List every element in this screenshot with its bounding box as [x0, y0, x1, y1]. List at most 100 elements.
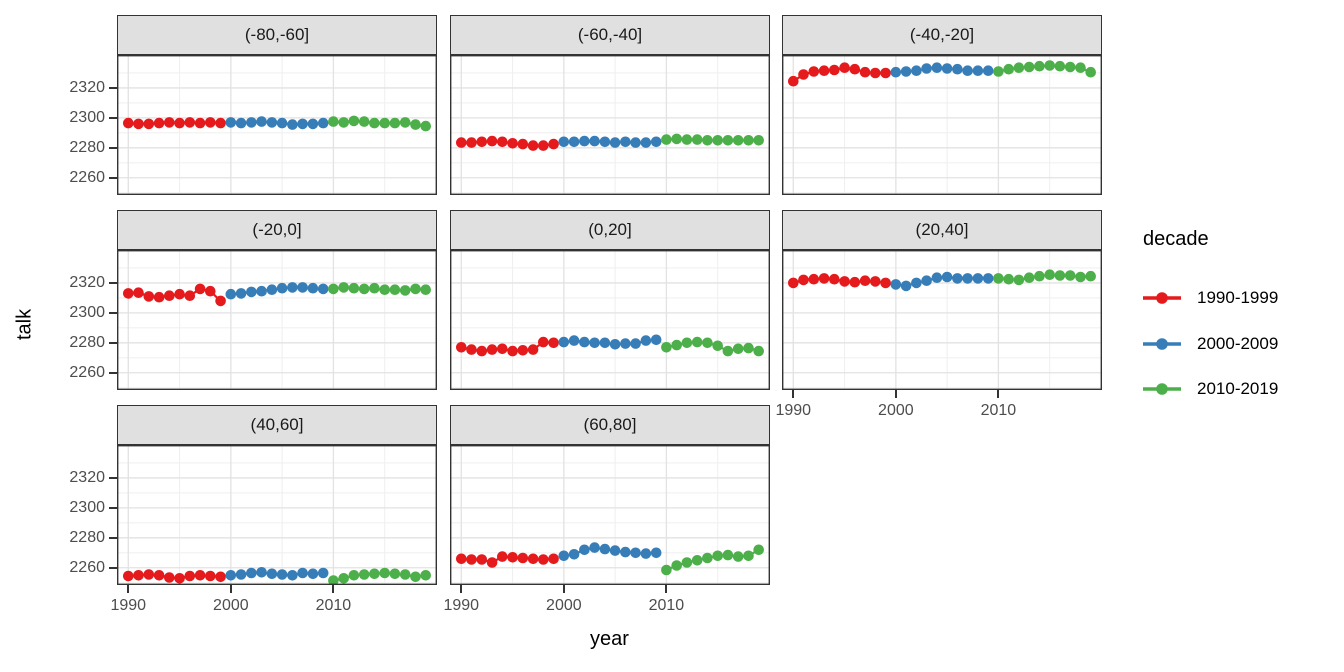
data-point: [972, 273, 984, 284]
facet-panel: [450, 55, 770, 195]
data-point: [671, 560, 682, 571]
data-point: [681, 134, 693, 145]
data-point: [266, 568, 278, 580]
legend: decade 1990-1999 2000-2009 2010-2019: [1143, 228, 1338, 398]
y-tick-label: 2260: [69, 168, 105, 186]
data-point: [1003, 63, 1014, 75]
data-point: [184, 290, 196, 301]
data-point: [358, 116, 370, 127]
x-tick-label: 1990: [775, 402, 812, 419]
data-point: [650, 136, 662, 148]
y-tick-mark: [109, 86, 117, 89]
data-point: [931, 272, 943, 283]
series-1990-1999: [123, 283, 226, 307]
legend-title: decade: [1143, 228, 1209, 250]
data-point: [389, 568, 401, 580]
data-point: [287, 119, 298, 130]
y-tick-mark: [109, 476, 117, 479]
data-point: [548, 138, 559, 150]
y-tick-label: 2280: [69, 138, 105, 156]
legend-key-line-dot-icon: [1143, 292, 1181, 304]
data-point: [379, 567, 391, 579]
x-tick-label: 2010: [315, 597, 352, 614]
data-point: [579, 544, 590, 556]
data-point: [379, 117, 391, 129]
y-tick-mark: [109, 311, 117, 314]
data-point: [123, 117, 134, 129]
x-tick-label: 2010: [980, 402, 1017, 419]
x-tick-mark: [562, 585, 565, 593]
data-point: [661, 564, 672, 576]
data-point: [921, 275, 932, 286]
data-point: [558, 336, 570, 348]
data-point: [829, 64, 840, 76]
data-point: [579, 336, 590, 348]
data-point: [900, 280, 912, 292]
data-point: [722, 345, 734, 357]
data-point: [599, 337, 611, 349]
data-point: [358, 283, 370, 295]
data-point: [410, 571, 421, 583]
y-tick-mark: [109, 371, 117, 374]
facet-strip: (-60,-40]: [450, 15, 770, 55]
facet-panel: [782, 250, 1102, 390]
data-point: [640, 548, 652, 559]
data-point: [276, 282, 288, 294]
data-point: [788, 277, 799, 289]
facet-strip-label: (-80,-60]: [244, 25, 310, 44]
data-point: [609, 339, 621, 350]
data-point: [941, 63, 953, 74]
data-point: [548, 337, 559, 349]
data-point: [1064, 61, 1076, 73]
data-point: [859, 66, 871, 78]
gridlines: [782, 55, 1102, 195]
series-2010-2019: [993, 269, 1096, 286]
data-point: [732, 343, 744, 355]
data-point: [1034, 60, 1045, 72]
data-point: [743, 342, 754, 354]
data-point: [609, 545, 621, 556]
series-2010-2019: [661, 336, 764, 357]
data-point: [287, 282, 298, 293]
data-point: [558, 550, 570, 562]
data-point: [722, 135, 734, 146]
data-point: [194, 570, 206, 581]
facet-strip: (0,20]: [450, 210, 770, 250]
data-point: [900, 66, 912, 77]
data-point: [982, 65, 994, 76]
data-point: [1013, 62, 1025, 73]
y-tick-label: 2260: [69, 363, 105, 381]
series-2010-2019: [661, 133, 764, 146]
data-point: [307, 118, 319, 130]
data-point: [466, 344, 477, 355]
data-point: [348, 570, 360, 581]
data-point: [931, 62, 943, 73]
data-point: [205, 117, 216, 128]
x-tick-label: 1990: [443, 597, 480, 614]
data-point: [497, 136, 508, 148]
data-point: [579, 135, 590, 147]
data-point: [466, 554, 477, 565]
data-point: [276, 569, 288, 580]
data-point: [691, 134, 703, 145]
data-point: [527, 344, 539, 355]
data-point: [235, 288, 247, 299]
data-point: [962, 273, 973, 284]
y-tick-label: 2300: [69, 498, 105, 516]
data-point: [287, 570, 298, 581]
data-point: [456, 553, 467, 565]
data-point: [753, 345, 764, 357]
data-point: [1013, 274, 1025, 286]
data-point: [225, 570, 237, 581]
series-2010-2019: [328, 115, 432, 132]
data-point: [338, 117, 349, 128]
data-point: [972, 65, 984, 76]
series-1990-1999: [788, 62, 891, 87]
series-2000-2009: [558, 135, 662, 148]
data-point: [517, 345, 529, 356]
data-point: [880, 67, 891, 79]
y-tick-label: 2320: [69, 78, 105, 96]
data-point: [225, 288, 237, 300]
data-point: [184, 117, 196, 128]
data-point: [890, 279, 902, 290]
